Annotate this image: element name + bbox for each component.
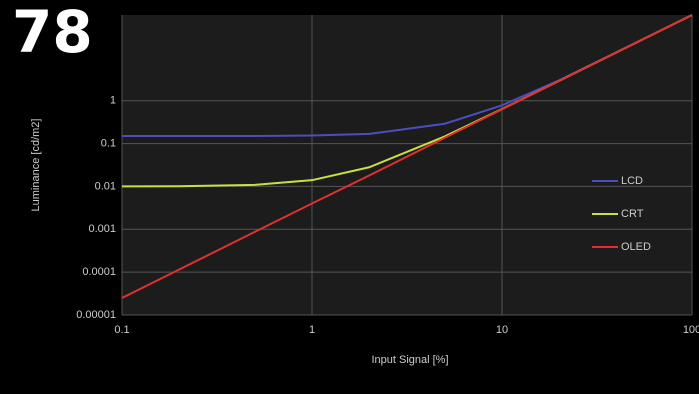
y-tick-label: 1 [110,95,116,107]
x-tick-label: 100 [683,324,699,336]
legend-label: OLED [621,241,651,253]
y-tick-label: 0.0001 [82,266,116,278]
legend-label: CRT [621,208,644,220]
legend-label: LCD [621,175,643,187]
y-axis-title: Luminance [cd/m2] [30,119,42,212]
y-tick-label: 0.00001 [76,309,116,321]
y-tick-label: 0.1 [101,137,116,149]
page-number: 78 [12,0,93,66]
x-tick-label: 0.1 [114,324,129,336]
y-tick-label: 0.001 [88,223,116,235]
y-tick-label: 0.01 [95,180,116,192]
plot: 0.00001 0.0001 0.001 0.01 0.1 1 0.1 1 10 100 LCD CR… [76,14,699,336]
plot-area [122,15,692,315]
series-line [121,14,693,299]
x-tick-label: 1 [309,324,315,336]
x-axis-title: Input Signal [%] [371,354,448,366]
x-tick-label: 10 [496,324,508,336]
